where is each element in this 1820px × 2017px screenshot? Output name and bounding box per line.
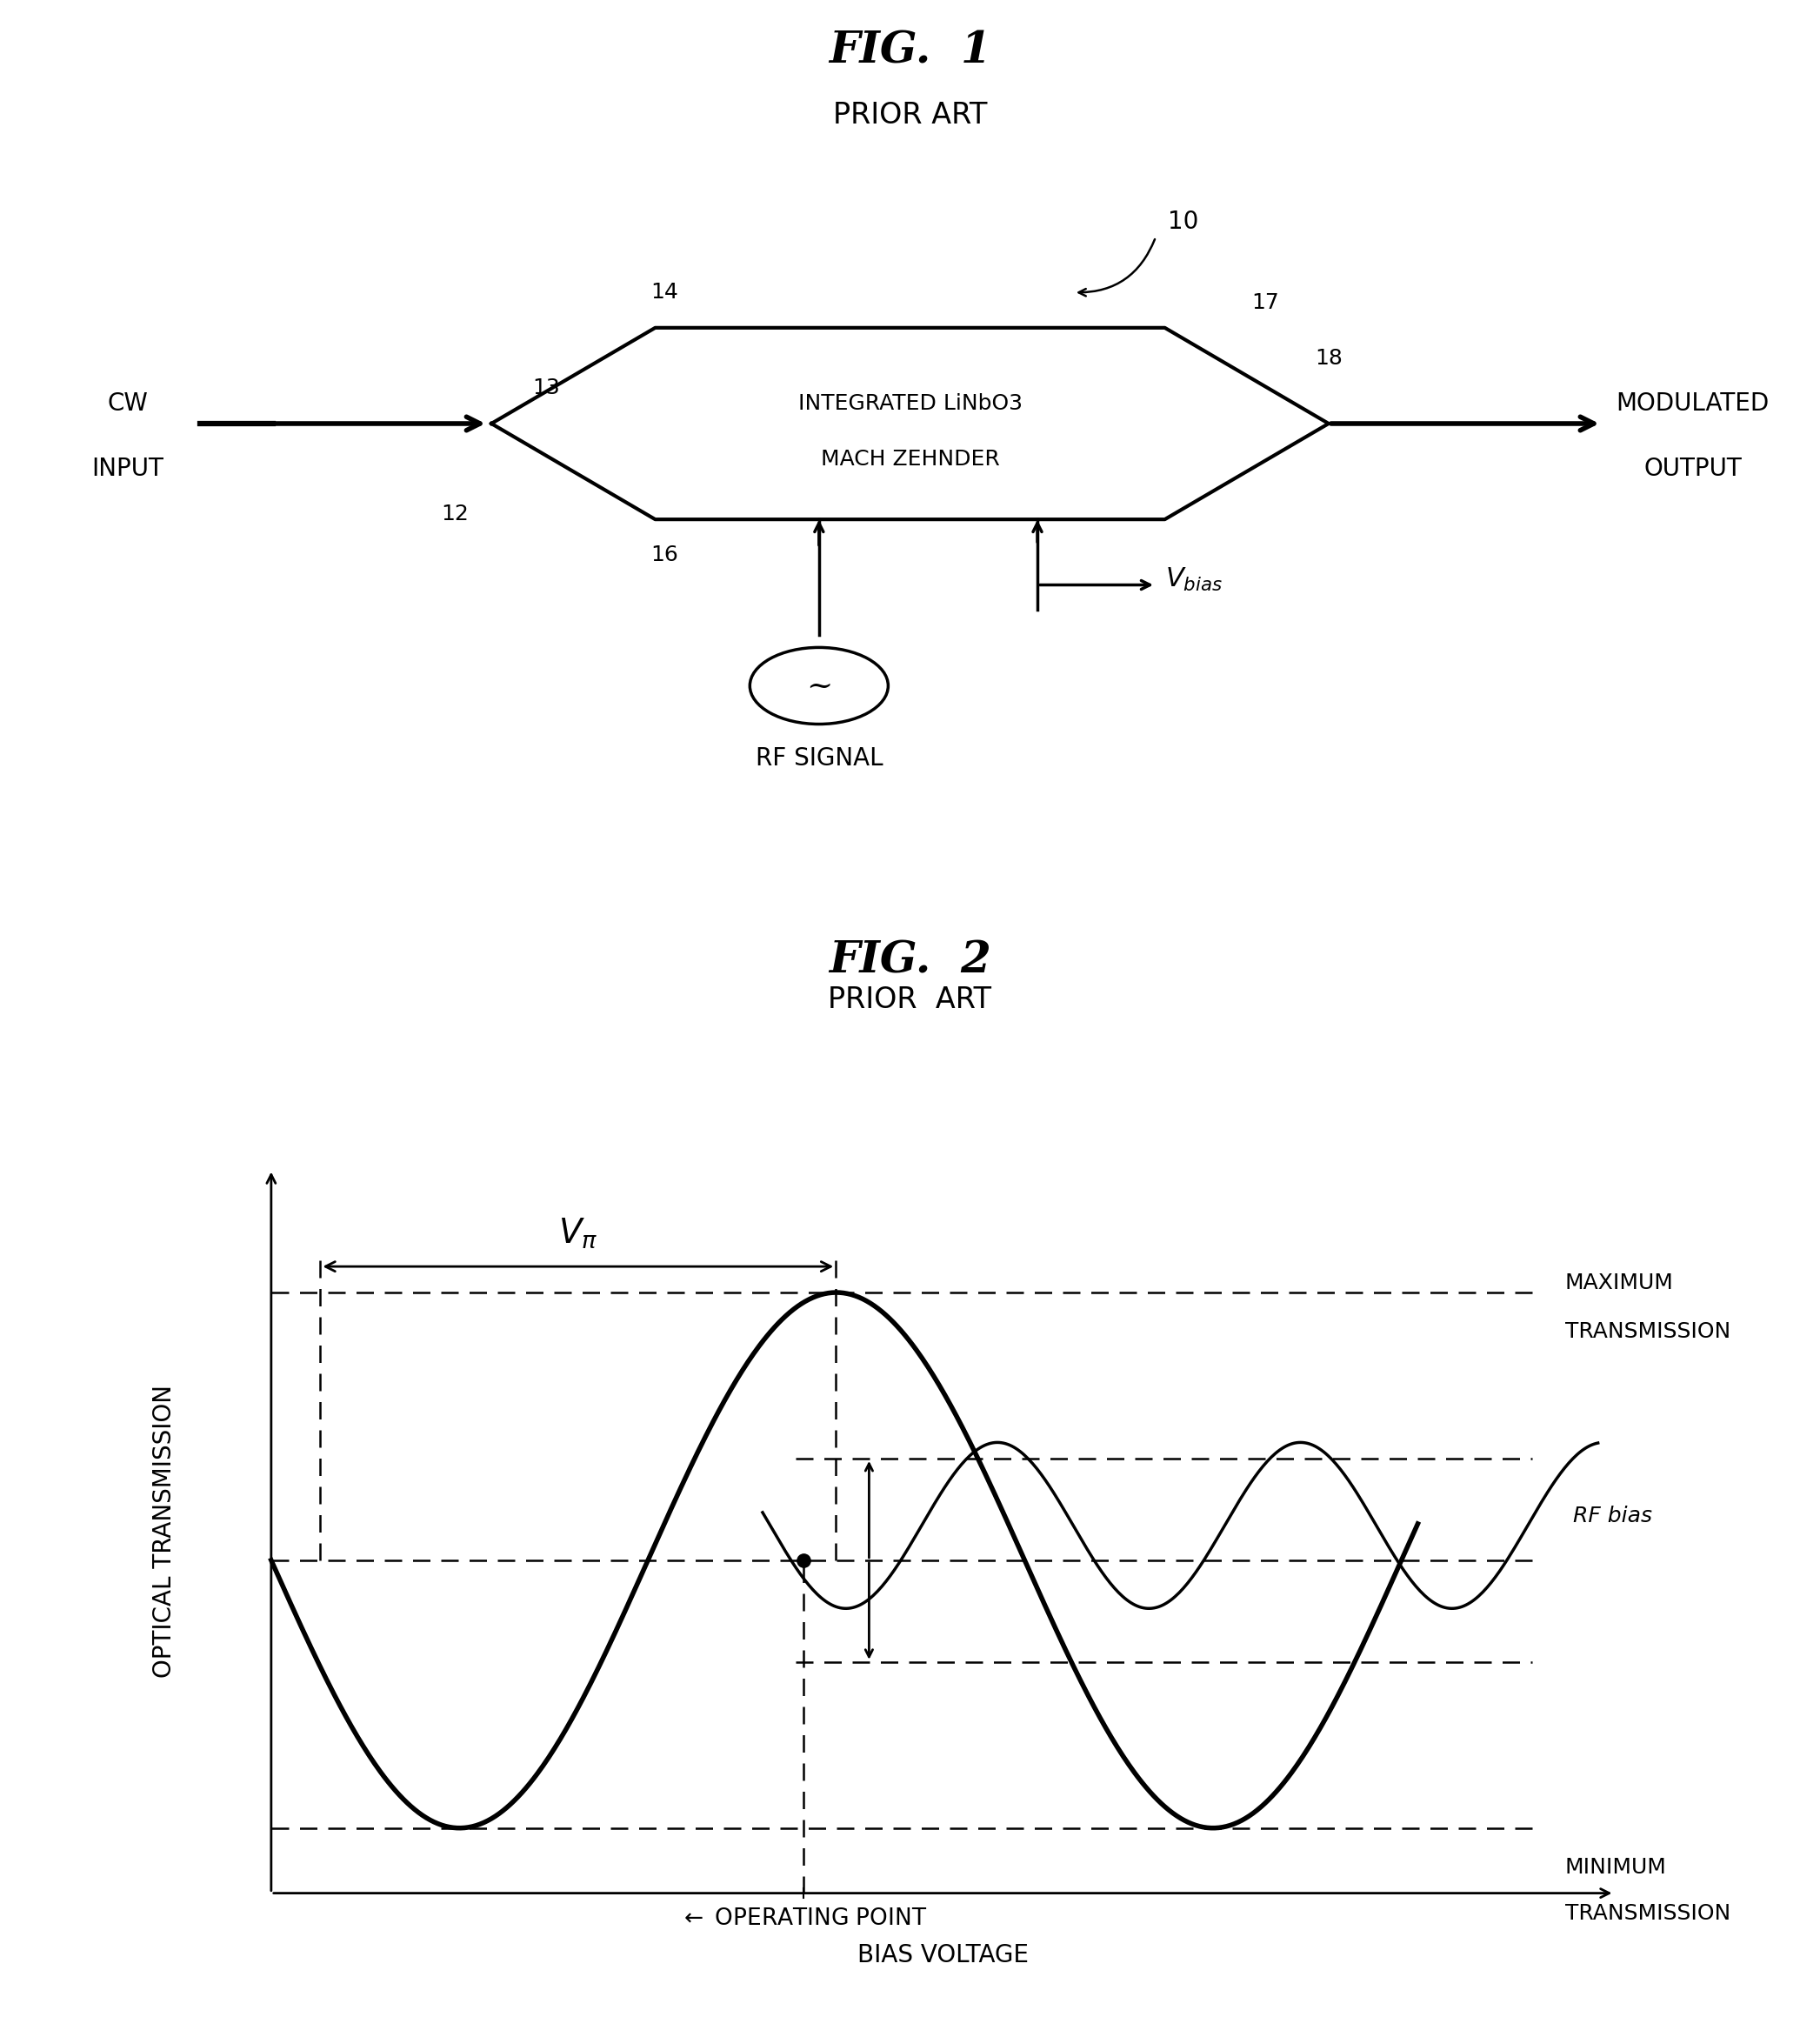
Text: FIG.  1: FIG. 1 xyxy=(828,30,992,73)
Text: ~: ~ xyxy=(806,672,832,700)
Text: OPTICAL TRANSMISSION: OPTICAL TRANSMISSION xyxy=(153,1386,177,1678)
Text: OUTPUT: OUTPUT xyxy=(1643,456,1742,482)
Text: BIAS VOLTAGE: BIAS VOLTAGE xyxy=(857,1942,1028,1967)
Text: PRIOR ART: PRIOR ART xyxy=(834,101,986,129)
Text: 17: 17 xyxy=(1250,292,1279,313)
Text: CW: CW xyxy=(107,391,147,416)
Text: 18: 18 xyxy=(1314,347,1343,369)
Text: MODULATED: MODULATED xyxy=(1616,391,1769,416)
Text: PRIOR  ART: PRIOR ART xyxy=(828,986,992,1015)
Text: TRANSMISSION: TRANSMISSION xyxy=(1565,1902,1731,1924)
Text: RF SIGNAL: RF SIGNAL xyxy=(755,746,883,770)
Text: MAXIMUM: MAXIMUM xyxy=(1565,1273,1674,1293)
Text: 13: 13 xyxy=(531,377,561,399)
Text: INTEGRATED LiNbO3: INTEGRATED LiNbO3 xyxy=(797,393,1023,413)
Text: $V_{bias}$: $V_{bias}$ xyxy=(1165,567,1223,593)
Text: INPUT: INPUT xyxy=(91,456,164,482)
Text: FIG.  2: FIG. 2 xyxy=(828,940,992,982)
Text: 16: 16 xyxy=(650,545,679,565)
Text: MACH ZEHNDER: MACH ZEHNDER xyxy=(821,448,999,470)
Text: RF bias: RF bias xyxy=(1572,1507,1653,1527)
Text: TRANSMISSION: TRANSMISSION xyxy=(1565,1321,1731,1341)
Text: $\leftarrow$ OPERATING POINT: $\leftarrow$ OPERATING POINT xyxy=(679,1908,928,1930)
Text: 14: 14 xyxy=(650,282,679,303)
Text: 12: 12 xyxy=(440,504,470,524)
Text: 10: 10 xyxy=(1168,210,1198,234)
Text: MINIMUM: MINIMUM xyxy=(1565,1856,1667,1878)
Text: $V_\pi$: $V_\pi$ xyxy=(559,1216,597,1251)
